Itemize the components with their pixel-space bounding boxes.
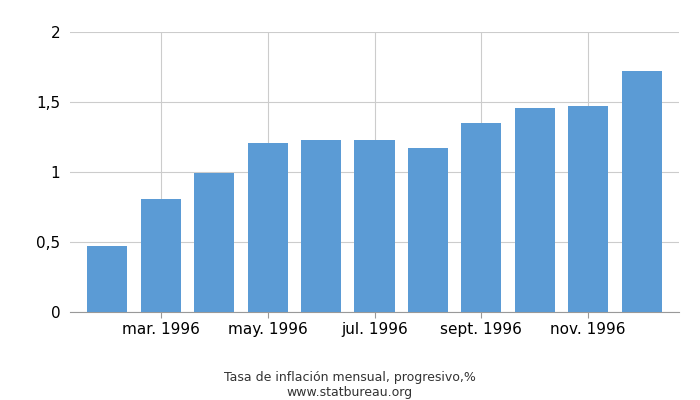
Bar xyxy=(568,106,608,312)
Bar xyxy=(248,143,288,312)
Bar xyxy=(88,246,127,312)
Bar xyxy=(141,198,181,312)
Bar xyxy=(301,140,341,312)
Bar xyxy=(622,71,662,312)
Bar xyxy=(194,174,234,312)
Bar xyxy=(354,140,395,312)
Bar xyxy=(408,148,448,312)
Text: Tasa de inflación mensual, progresivo,%: Tasa de inflación mensual, progresivo,% xyxy=(224,372,476,384)
Text: www.statbureau.org: www.statbureau.org xyxy=(287,386,413,399)
Bar xyxy=(514,108,555,312)
Legend: Eurozona, 1996: Eurozona, 1996 xyxy=(298,397,451,400)
Bar xyxy=(461,123,501,312)
